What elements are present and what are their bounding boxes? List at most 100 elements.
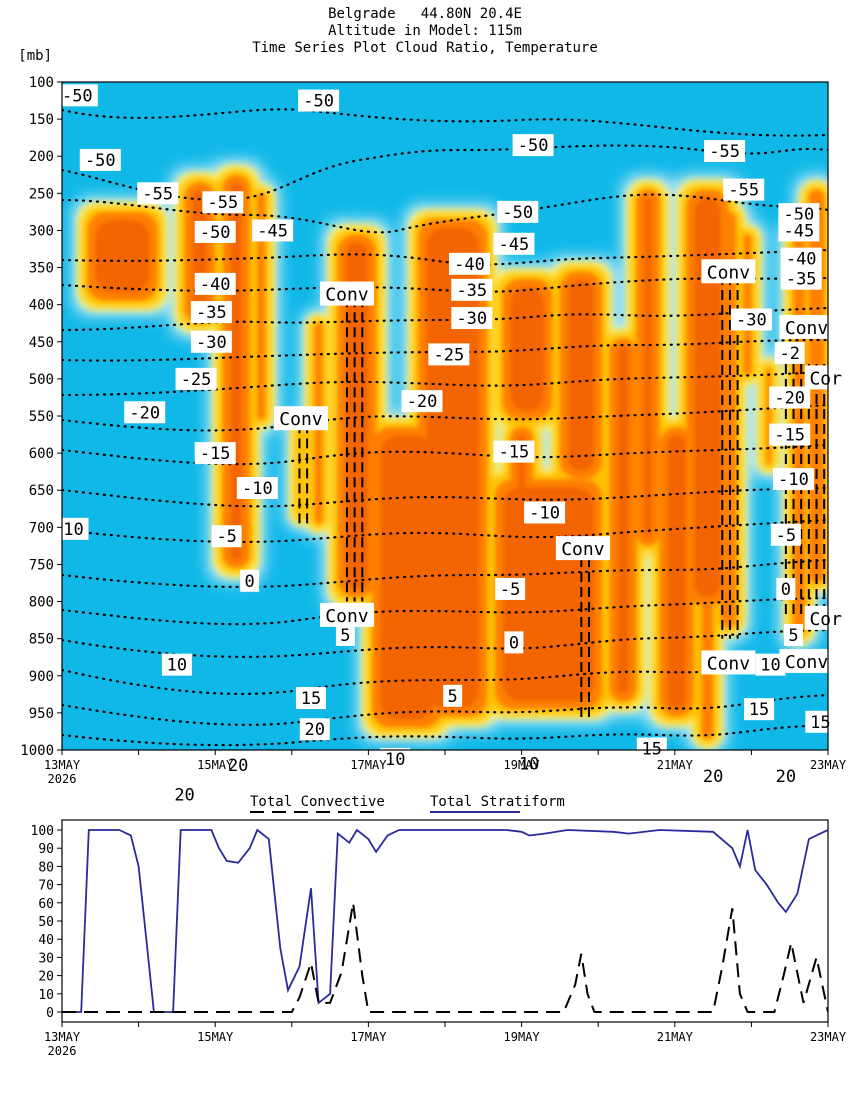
isotherm-label: -35 bbox=[196, 303, 227, 323]
isotherm-label: -50 bbox=[502, 203, 533, 223]
isotherm-label: -40 bbox=[786, 250, 817, 270]
y-tick-label: 400 bbox=[29, 298, 54, 314]
isotherm-label-bg bbox=[723, 178, 765, 201]
isotherm-label: -40 bbox=[454, 255, 485, 275]
isotherm-label: -20 bbox=[407, 392, 438, 412]
isotherm-label: -5 bbox=[776, 526, 796, 546]
isotherm-label-bg bbox=[504, 631, 524, 654]
isotherm-label-bg bbox=[776, 577, 796, 600]
x-tick-label: 19MAY bbox=[504, 758, 541, 772]
isotherm-label-bg bbox=[784, 623, 804, 646]
y-tick-label: 700 bbox=[29, 520, 54, 536]
series-line-stratiform bbox=[62, 828, 828, 1013]
isotherm-label-bg bbox=[295, 687, 326, 710]
isotherm-label: 0 bbox=[509, 633, 519, 653]
y-tick-label: 500 bbox=[29, 372, 54, 388]
isotherm--50b bbox=[62, 248, 828, 266]
isotherm-label-bg bbox=[401, 390, 443, 413]
isotherm-label: 5 bbox=[340, 626, 350, 646]
isotherm-label-bg bbox=[335, 623, 355, 646]
y-tick-label: 550 bbox=[29, 409, 54, 425]
cloud-column bbox=[380, 435, 433, 720]
isotherm-label: 10 bbox=[385, 750, 405, 770]
isotherm--40 bbox=[62, 306, 828, 332]
conv-label-bg bbox=[804, 605, 847, 630]
isotherm-label-bg bbox=[175, 367, 217, 390]
series-lines bbox=[62, 828, 828, 1013]
isotherm-label-bg bbox=[223, 753, 254, 776]
isotherm-label-bg bbox=[497, 200, 539, 223]
isotherm-label: -55 bbox=[709, 142, 740, 162]
y-axis-label: [mb] bbox=[18, 48, 52, 64]
conv-label: Conv bbox=[785, 318, 828, 339]
isotherm-label-bg bbox=[79, 148, 121, 171]
isotherm-label-bg bbox=[449, 252, 491, 275]
conv-label-bg bbox=[779, 648, 834, 673]
isotherm-label-bg bbox=[704, 140, 746, 163]
x-tick-label: 19MAY bbox=[504, 1030, 541, 1044]
conv-label: Conv bbox=[707, 262, 750, 283]
y-tick-label: 250 bbox=[29, 186, 54, 202]
isotherm-label-bg bbox=[773, 468, 815, 491]
cloud-heatmap-panel: -50 -50-50-50-55 -55-55-55-50 -45-50-45-50-… bbox=[20, 75, 847, 806]
conv-label: Conv bbox=[325, 285, 368, 306]
cloud-column bbox=[293, 421, 308, 522]
isotherm-label-bg bbox=[428, 343, 470, 366]
isotherm-label: -35 bbox=[456, 281, 487, 301]
series-line-convective bbox=[62, 902, 828, 1013]
x-year-label: 2026 bbox=[48, 772, 77, 786]
isotherm-0 bbox=[62, 596, 828, 626]
isotherm-label: -50 bbox=[62, 86, 93, 106]
isotherm-label-bg bbox=[770, 523, 801, 546]
cloud-column bbox=[694, 197, 721, 597]
isotherm-label-bg bbox=[58, 517, 89, 540]
isotherm-label-bg bbox=[744, 698, 775, 721]
conv-label-bg bbox=[319, 281, 374, 306]
isotherm-label-bg bbox=[190, 330, 232, 353]
isotherm-label-bg bbox=[493, 232, 535, 255]
cloud-column bbox=[743, 234, 752, 375]
isotherm-label-bg bbox=[240, 569, 260, 592]
conv-label: Cor bbox=[809, 368, 842, 389]
conv-label-bg bbox=[779, 314, 834, 339]
isotherm-label-bg bbox=[780, 247, 822, 270]
isotherm-label: -15 bbox=[200, 444, 231, 464]
isotherm-label-bg bbox=[161, 653, 192, 676]
isotherm-label: 0 bbox=[245, 572, 255, 592]
y-tick-label: 850 bbox=[29, 632, 54, 648]
isotherm--50-upper bbox=[62, 108, 828, 137]
y-tick-label: 0 bbox=[46, 1006, 54, 1021]
isotherm-label: 15 bbox=[810, 713, 830, 733]
isotherm-lines bbox=[62, 108, 828, 747]
isotherm-label: -40 bbox=[200, 275, 231, 295]
isotherm-label: 10 bbox=[519, 754, 539, 774]
isotherm-label: -50 bbox=[200, 223, 231, 243]
conv-label: Conv bbox=[279, 409, 322, 430]
isotherm-label-bg bbox=[451, 278, 493, 301]
cloud-cover-line-panel: 0 10 20 30 40 50 60 70 80 90 100 13MAY 15MAY 17MAY 19M… bbox=[31, 819, 847, 1058]
line-x-axis: 13MAY 15MAY 17MAY 19MAY 21MAY 23MAY 2026 bbox=[44, 1022, 847, 1058]
legend-label-convective: Total Convective bbox=[250, 794, 385, 810]
isotherm-label: -20 bbox=[774, 388, 805, 408]
isotherm-label-bg bbox=[202, 191, 244, 214]
conv-label-bg bbox=[701, 259, 756, 284]
cloud-column bbox=[644, 197, 652, 538]
y-tick-label: 50 bbox=[38, 915, 54, 930]
y-tick-label: 750 bbox=[29, 557, 54, 573]
heatmap-x-axis: 13MAY 15MAY 17MAY 19MAY 21MAY 23MAY 2026 bbox=[44, 750, 847, 786]
isotherm-label-bg bbox=[774, 341, 805, 364]
isotherm-label: 20 bbox=[305, 720, 325, 740]
isotherm--15 bbox=[62, 486, 828, 508]
isotherm-label-bg bbox=[770, 764, 801, 787]
cloud-column bbox=[510, 286, 545, 412]
isotherm-label: 20 bbox=[776, 767, 796, 787]
cloud-column bbox=[617, 346, 629, 694]
isotherm-label-bg bbox=[730, 308, 772, 331]
x-tick-label: 21MAY bbox=[657, 758, 694, 772]
y-tick-label: 30 bbox=[38, 951, 54, 966]
altitude-subtitle: Altitude in Model: 115m bbox=[328, 23, 522, 39]
isotherm-label: -20 bbox=[129, 403, 160, 423]
isotherm-label: -45 bbox=[499, 235, 530, 255]
isotherm--5 bbox=[62, 558, 828, 589]
y-tick-label: 600 bbox=[29, 446, 54, 462]
